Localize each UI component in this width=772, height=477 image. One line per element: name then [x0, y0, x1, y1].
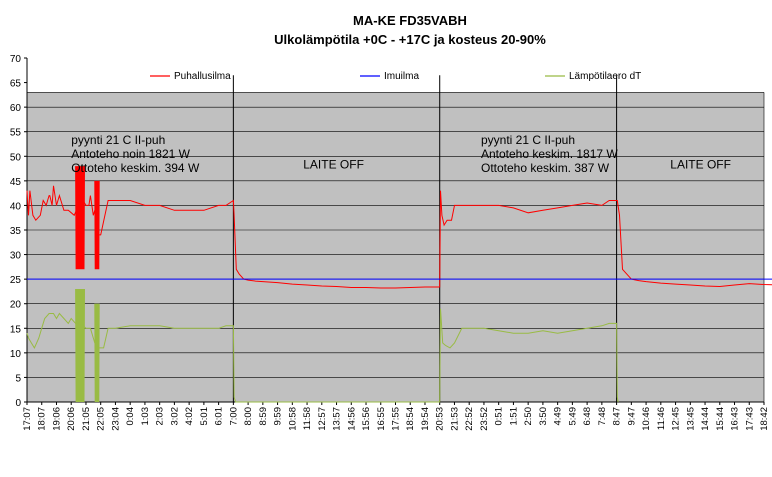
x-tick-label: 17:07	[22, 407, 33, 431]
legend-label: Imuilma	[384, 71, 419, 82]
chart-title: MA-KE FD35VABH	[353, 13, 467, 28]
y-tick-label: 0	[15, 398, 21, 409]
phase1-info: Antoteho noin 1821 W	[71, 147, 190, 161]
y-tick-label: 20	[10, 300, 22, 311]
x-tick-label: 17:43	[744, 407, 755, 431]
x-tick-label: 3:50	[538, 407, 549, 426]
phase1-info: pyynti 21 C II-puh	[71, 133, 165, 147]
y-tick-label: 30	[10, 251, 22, 262]
phase3-info: Antoteho keskim. 1817 W	[481, 147, 618, 161]
spike-band	[75, 288, 85, 403]
x-tick-label: 7:00	[228, 407, 239, 426]
x-tick-label: 19:06	[51, 407, 62, 431]
x-tick-label: 4:02	[184, 407, 195, 426]
x-tick-label: 15:44	[715, 407, 726, 431]
y-tick-label: 10	[10, 349, 22, 360]
legend-label: Puhallusilma	[174, 71, 231, 82]
x-tick-label: 14:56	[346, 407, 357, 431]
x-tick-label: 0:51	[494, 407, 505, 426]
x-tick-label: 8:59	[258, 407, 269, 426]
x-tick-label: 15:56	[361, 407, 372, 431]
x-tick-label: 21:53	[449, 407, 460, 431]
x-tick-label: 16:43	[730, 407, 741, 431]
x-tick-label: 7:48	[597, 407, 608, 426]
x-tick-label: 9:47	[626, 407, 637, 426]
y-tick-label: 70	[10, 54, 22, 65]
x-tick-label: 11:58	[302, 407, 313, 430]
x-tick-label: 19:54	[420, 407, 431, 431]
x-tick-label: 18:54	[405, 407, 416, 431]
x-tick-label: 0:04	[125, 407, 136, 426]
y-tick-label: 5	[15, 373, 21, 384]
y-tick-label: 35	[10, 226, 22, 237]
x-tick-label: 2:03	[155, 407, 166, 426]
x-tick-label: 5:01	[199, 407, 210, 426]
phase2-off: LAITE OFF	[303, 158, 364, 172]
x-tick-label: 6:48	[582, 407, 593, 426]
y-tick-label: 15	[10, 324, 22, 335]
x-tick-label: 18:42	[759, 407, 770, 431]
x-tick-label: 1:03	[140, 407, 151, 426]
legend-band	[27, 58, 764, 93]
x-tick-label: 23:04	[110, 407, 121, 431]
x-tick-label: 14:44	[700, 407, 711, 431]
x-tick-label: 20:06	[66, 407, 77, 431]
y-tick-label: 40	[10, 201, 22, 212]
legend-label: Lämpötilaero dT	[569, 71, 641, 82]
phase3-info: Ottoteho keskim. 387 W	[481, 161, 610, 175]
x-tick-label: 2:50	[523, 407, 534, 426]
x-tick-label: 16:55	[376, 407, 387, 431]
x-tick-label: 22:52	[464, 407, 475, 431]
x-tick-label: 8:47	[612, 407, 623, 426]
y-tick-label: 65	[10, 79, 22, 90]
chart-subtitle: Ulkolämpötila +0C - +17C ja kosteus 20-9…	[274, 32, 546, 47]
x-tick-label: 10:46	[641, 407, 652, 431]
x-tick-label: 12:45	[671, 407, 682, 431]
x-tick-label: 20:53	[435, 407, 446, 431]
x-tick-label: 13:45	[685, 407, 696, 431]
x-tick-label: 17:55	[391, 407, 402, 431]
x-tick-label: 12:57	[317, 407, 328, 431]
spike-band	[94, 303, 100, 403]
spike-band	[94, 180, 100, 270]
x-tick-label: 21:05	[81, 407, 92, 431]
x-tick-label: 8:00	[243, 407, 254, 426]
plot-area	[27, 92, 764, 403]
x-tick-label: 6:01	[214, 407, 225, 426]
x-tick-label: 18:07	[37, 407, 48, 431]
series-line-1	[26, 185, 772, 289]
x-tick-label: 4:49	[553, 407, 564, 426]
y-tick-label: 45	[10, 177, 22, 188]
x-tick-label: 22:05	[96, 407, 107, 431]
x-tick-label: 9:59	[273, 407, 284, 426]
x-tick-label: 10:58	[287, 407, 298, 431]
phase1-info: Ottoteho keskim. 394 W	[71, 161, 200, 175]
x-tick-label: 1:51	[508, 407, 519, 426]
y-tick-label: 25	[10, 275, 22, 286]
x-tick-label: 5:49	[567, 407, 578, 426]
x-tick-label: 13:57	[332, 407, 343, 431]
y-tick-label: 55	[10, 128, 22, 139]
phase4-off: LAITE OFF	[670, 158, 731, 172]
x-tick-label: 23:52	[479, 407, 490, 431]
series-line-3	[26, 308, 619, 403]
spike-band	[75, 166, 85, 270]
x-tick-label: 3:02	[169, 407, 180, 426]
phase3-info: pyynti 21 C II-puh	[481, 133, 575, 147]
y-tick-label: 50	[10, 152, 22, 163]
y-tick-label: 60	[10, 103, 22, 114]
x-tick-label: 11:46	[656, 407, 667, 430]
